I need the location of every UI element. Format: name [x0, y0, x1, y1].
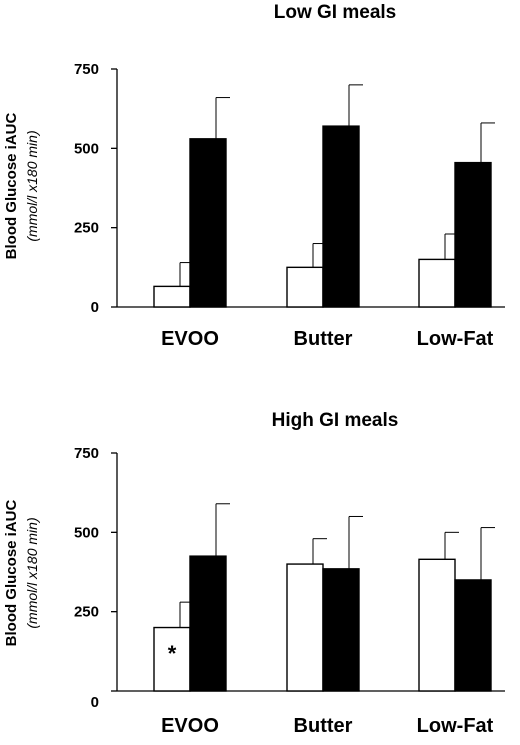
y-tick-label: 0 [91, 694, 99, 711]
x-tick-label: EVOO [161, 715, 219, 737]
bar [322, 568, 360, 692]
y-axis-label: Blood Glucose iAUC [3, 500, 20, 647]
bar [418, 558, 456, 692]
bar [322, 125, 360, 308]
bar [153, 626, 191, 692]
y-tick-label: 750 [74, 61, 99, 78]
chart-title: Low GI meals [274, 2, 396, 23]
y-axis-sublabel: (mmol/l x180 min) [24, 130, 40, 241]
panel-low-gi: Low GI meals Blood Glucose iAUC (mmol/l … [3, 2, 505, 350]
bar [189, 138, 227, 308]
x-tick-label: Butter [294, 328, 353, 350]
bar [286, 266, 324, 308]
panel-high-gi: High GI meals Blood Glucose iAUC (mmol/l… [3, 410, 505, 737]
y-tick-label: 500 [74, 524, 99, 541]
chart-title: High GI meals [272, 410, 399, 431]
x-tick-label: Low-Fat [417, 328, 494, 350]
bar [286, 563, 324, 692]
x-tick-label: EVOO [161, 328, 219, 350]
significance-marker: * [168, 641, 177, 666]
x-tick-label: Butter [294, 715, 353, 737]
y-tick-label: 500 [74, 140, 99, 157]
y-tick-label: 750 [74, 445, 99, 462]
bar [454, 579, 492, 692]
bar [153, 285, 191, 308]
x-tick-label: Low-Fat [417, 715, 494, 737]
bar [418, 258, 456, 308]
y-axis-label: Blood Glucose iAUC [3, 113, 20, 260]
bar [189, 555, 227, 692]
y-tick-label: 250 [74, 220, 99, 237]
y-tick-label: 250 [74, 604, 99, 621]
y-axis-sublabel: (mmol/l x180 min) [24, 517, 40, 628]
y-tick-label: 0 [91, 299, 99, 316]
bar [454, 161, 492, 308]
